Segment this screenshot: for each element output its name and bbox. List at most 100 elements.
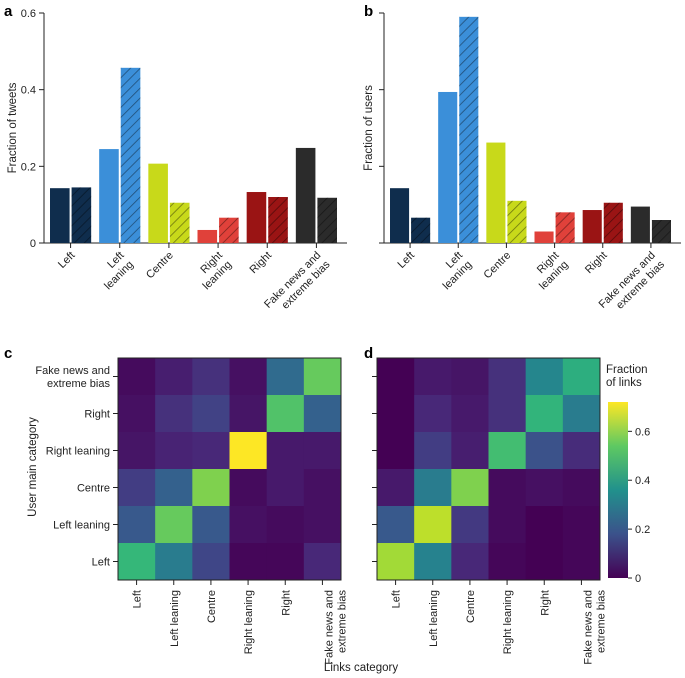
bar-hatch-overlay: [411, 217, 431, 243]
heatmap-cell: [414, 506, 452, 544]
heatmap-cell: [488, 469, 527, 507]
heatmap-cell: [155, 543, 193, 581]
bar-hatch-overlay: [507, 200, 527, 243]
x-tick-label-line: extreme bias: [336, 590, 348, 653]
heatmap-cell: [525, 543, 564, 581]
x-tick-label: Fake news andextreme bias: [262, 249, 333, 320]
x-tick-label: Right: [539, 590, 551, 616]
heatmap-cell: [525, 469, 564, 507]
x-tick-label: Centre: [144, 249, 176, 281]
heatmap-cell: [414, 469, 452, 507]
panel-label-c: c: [4, 345, 12, 362]
heatmap-users: Left Left leaning Centre Right leaning Right…: [372, 357, 607, 665]
heatmap-cell: [266, 506, 305, 544]
y-axis-title-tweets: Fraction of tweets: [7, 82, 19, 173]
colorbar-gradient: [608, 402, 628, 578]
colorbar-title: of links: [606, 377, 642, 389]
x-tick-label-line: Left: [391, 590, 403, 608]
heatmap-cell: [562, 543, 601, 581]
panel-label-d: d: [364, 345, 373, 362]
heatmap-cell: [155, 506, 193, 544]
x-axis-title-links: Links category: [324, 662, 398, 674]
heatmap-cell: [525, 395, 564, 433]
x-tick-label: Centre: [482, 249, 514, 281]
x-tick-label: Right: [280, 590, 292, 616]
heatmap-cell: [303, 506, 342, 544]
bar-solid: [295, 147, 316, 243]
x-tick-label: Left: [56, 249, 77, 270]
x-tick-label-line: Right: [539, 590, 551, 616]
x-tick-label-line: Centre: [482, 249, 514, 281]
heatmap-cell: [451, 432, 489, 470]
heatmap-cell: [229, 543, 268, 581]
x-tick-label-line: Left: [56, 249, 77, 270]
bar-chart-tweets: Fraction of tweets 0 0.2 0.4 0.6 Left Leftlea…: [7, 8, 347, 320]
colorbar-title: Fraction: [606, 364, 648, 376]
heatmap-cell: [451, 543, 489, 581]
bar-solid: [630, 206, 650, 243]
x-tick-label-line: extreme bias: [595, 590, 607, 653]
colorbar-tick-label: 0.6: [635, 426, 650, 438]
heatmap-cell: [562, 358, 601, 396]
y-tick-label: Fake news and: [35, 365, 110, 377]
x-tick-label-line: Centre: [465, 590, 477, 623]
x-tick-label-line: Right: [248, 249, 275, 276]
bar-hatch-overlay: [603, 202, 623, 243]
x-tick-label: Centre: [465, 590, 477, 623]
heatmap-cell: [377, 358, 415, 396]
heatmap-cell: [562, 506, 601, 544]
heatmap-cell: [118, 506, 156, 544]
colorbar-tick-label: 0.2: [635, 524, 650, 536]
bar-solid: [582, 210, 602, 243]
heatmap-cell: [525, 432, 564, 470]
x-tick-label: Left leaning: [428, 590, 440, 647]
x-tick-label: Right: [583, 249, 610, 276]
heatmap-cell: [525, 506, 564, 544]
heatmap-cell: [155, 469, 193, 507]
heatmap-cell: [266, 358, 305, 396]
bar-hatch-overlay: [268, 197, 288, 243]
x-tick-label-line: Centre: [206, 590, 218, 623]
bar-solid: [50, 188, 70, 243]
y-tick-label: 0.4: [21, 85, 36, 97]
heatmap-cell: [414, 395, 452, 433]
heatmap-cell: [192, 506, 230, 544]
heatmap-cell: [118, 395, 156, 433]
colorbar-tick-label: 0: [635, 573, 641, 585]
y-tick-label: Right: [84, 409, 110, 421]
y-tick-label: Left leaning: [53, 520, 110, 532]
panel-label-a: a: [4, 3, 13, 20]
x-tick-label-line: Fake news and: [323, 590, 335, 665]
x-tick-label: Leftleaning: [93, 249, 136, 292]
bar-solid: [99, 149, 119, 243]
x-tick-label: Rightleaning: [528, 249, 571, 292]
bar-chart-users: Fraction of users Left Leftleaning Centre R…: [363, 12, 681, 312]
heatmap-cell: [562, 469, 601, 507]
bar-hatch-overlay: [219, 217, 239, 243]
bar-hatch-overlay: [317, 197, 337, 243]
heatmap-cell: [266, 543, 305, 581]
y-axis-title-users: Fraction of users: [363, 85, 375, 171]
heatmap-cell: [118, 432, 156, 470]
heatmap-cell: [229, 506, 268, 544]
x-tick-label: Leftleaning: [432, 249, 475, 292]
bar-solid: [438, 91, 458, 243]
heatmap-cell: [488, 358, 527, 396]
heatmap-cell: [303, 469, 342, 507]
x-tick-label-line: Right: [280, 590, 292, 616]
x-tick-label-line: Left: [396, 249, 417, 270]
x-tick-label: Left: [396, 249, 417, 270]
heatmap-cell: [377, 469, 415, 507]
heatmap-cell: [451, 395, 489, 433]
heatmap-cell: [525, 358, 564, 396]
x-tick-label: Left leaning: [169, 590, 181, 647]
heatmap-cell: [303, 543, 342, 581]
heatmap-cell: [229, 358, 268, 396]
heatmap-cell: [377, 395, 415, 433]
y-tick-label: 0: [30, 238, 36, 250]
heatmap-cell: [562, 395, 601, 433]
x-tick-label: Centre: [206, 590, 218, 623]
heatmap-cell: [488, 506, 527, 544]
bar-solid: [486, 142, 506, 243]
heatmap-cell: [192, 543, 230, 581]
